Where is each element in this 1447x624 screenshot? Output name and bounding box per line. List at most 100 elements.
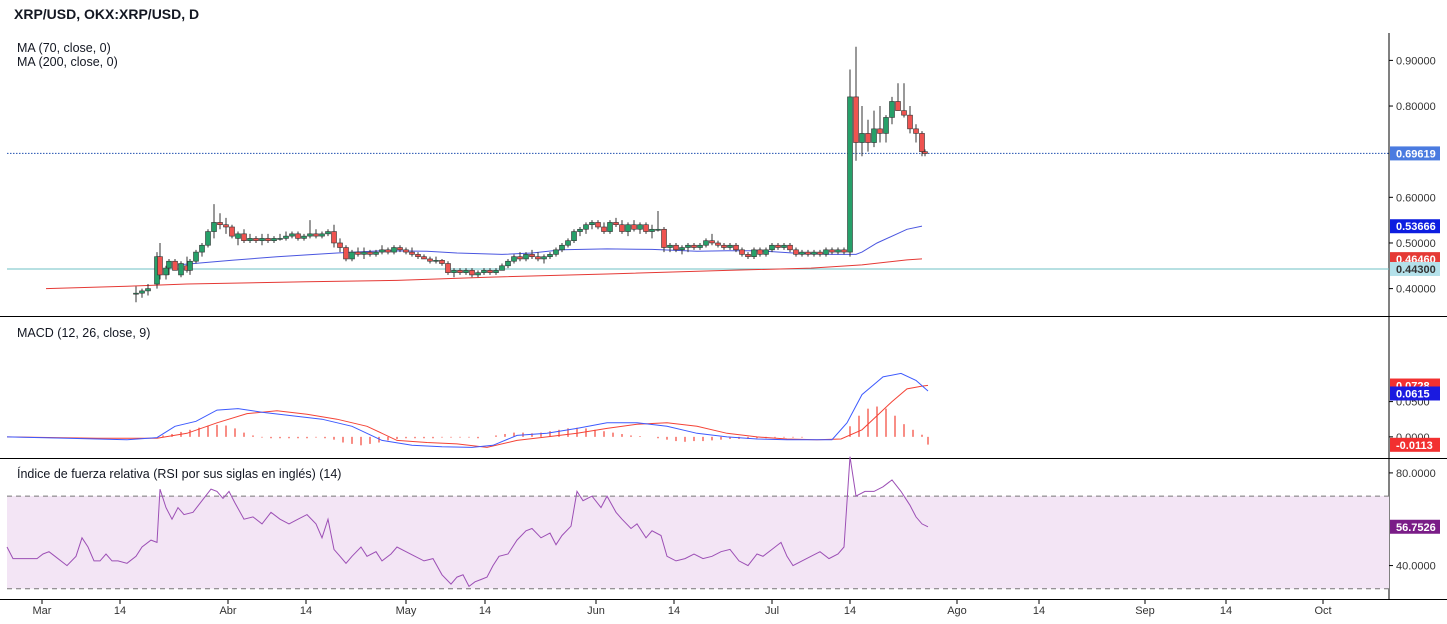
candle-body (775, 244, 781, 248)
candle-body (595, 222, 601, 228)
candle-body (427, 258, 433, 262)
candle-body (157, 256, 163, 276)
ma70-line (177, 225, 923, 266)
candle-body (133, 292, 139, 295)
candle-body (583, 224, 589, 230)
candle-body (691, 244, 697, 248)
candle-body (637, 224, 643, 230)
candle-body (397, 247, 403, 251)
candle-body (445, 263, 451, 273)
candle-body (697, 244, 703, 248)
candle-body (631, 224, 637, 230)
candle-body (187, 260, 193, 271)
candle-body (301, 235, 307, 239)
macd-value-label: -0.0113 (1396, 440, 1433, 452)
candle-body (589, 222, 595, 226)
candle-body (178, 263, 184, 276)
candle-body (823, 249, 829, 255)
candle-body (667, 244, 673, 248)
candle-body (259, 238, 265, 241)
macd-line (6, 372, 929, 448)
candle-body (349, 251, 355, 260)
candle-body (313, 233, 319, 237)
candle-body (739, 249, 745, 255)
rsi-value-label-bg (1390, 519, 1440, 534)
candle-body (625, 224, 631, 232)
candle-body (493, 270, 499, 273)
ma200-legend[interactable]: MA (200, close, 0) (17, 55, 118, 69)
candle-body (835, 249, 841, 253)
candle-body (559, 244, 565, 251)
candle-body (373, 251, 379, 255)
time-tick-label: Sep (1135, 605, 1155, 617)
candle-body (331, 231, 337, 244)
price-tick-label: 0.60000 (1396, 192, 1436, 204)
time-tick-label: Jun (587, 605, 605, 617)
candle-body (511, 256, 517, 262)
candle-body (325, 231, 331, 235)
candle-body (763, 249, 769, 255)
candle-body (901, 110, 907, 116)
candle-body (883, 117, 889, 134)
candle-body (265, 238, 271, 241)
candle-body (577, 228, 583, 232)
candle-body (505, 260, 511, 267)
candle-body (385, 249, 391, 253)
chart-title: XRP/USD, OKX:XRP/USD, D (14, 6, 200, 22)
macd-legend[interactable]: MACD (12, 26, close, 9) (17, 326, 151, 340)
candle-body (529, 254, 535, 257)
candle-body (757, 249, 763, 255)
candle-body (721, 244, 727, 248)
candle-body (289, 233, 295, 237)
ma200-line (45, 258, 923, 290)
candle-body (469, 270, 475, 276)
candle-body (355, 251, 361, 255)
candle-body (841, 249, 847, 253)
candle-body (193, 251, 199, 262)
candle-body (295, 233, 301, 239)
candle-body (271, 238, 277, 241)
price-label-bg (1390, 146, 1440, 161)
candle-body (487, 270, 493, 273)
time-tick-label: May (396, 605, 417, 617)
candle-body (166, 260, 172, 269)
candle-body (889, 101, 895, 118)
candle-body (655, 228, 661, 231)
macd-value-label-bg (1390, 437, 1440, 452)
rsi-line (6, 456, 929, 588)
candle-body (277, 238, 283, 240)
candle-body (439, 260, 445, 264)
candle-body (253, 238, 259, 241)
candle-body (727, 244, 733, 248)
candle-body (871, 128, 877, 143)
candle-body (199, 244, 205, 253)
candle-body (601, 226, 607, 232)
candle-body (283, 235, 289, 239)
ma70-legend[interactable]: MA (70, close, 0) (17, 41, 111, 55)
candle-body (457, 270, 463, 273)
time-tick-label: Oct (1314, 605, 1331, 617)
candle-body (415, 254, 421, 257)
candle-body (787, 244, 793, 251)
time-tick-label: 14 (479, 605, 491, 617)
candle-body (853, 96, 859, 143)
candle-body (319, 233, 325, 237)
time-tick-label: 14 (114, 605, 126, 617)
candle-body (163, 267, 169, 276)
time-tick-label: 14 (1220, 605, 1232, 617)
candle-body (619, 224, 625, 232)
time-tick-label: 14 (844, 605, 856, 617)
price-label: 0.44300 (1396, 264, 1436, 276)
candle-body (235, 233, 241, 239)
candle-body (571, 231, 577, 241)
candle-body (847, 96, 853, 253)
candle-body (793, 249, 799, 255)
candle-body (865, 133, 871, 143)
candle-body (205, 231, 211, 246)
candle-body (499, 265, 505, 271)
rsi-legend[interactable]: Índice de fuerza relativa (RSI por sus s… (17, 467, 342, 481)
rsi-tick-label: 80.0000 (1396, 468, 1436, 480)
candle-body (919, 133, 925, 152)
candle-body (172, 260, 178, 271)
